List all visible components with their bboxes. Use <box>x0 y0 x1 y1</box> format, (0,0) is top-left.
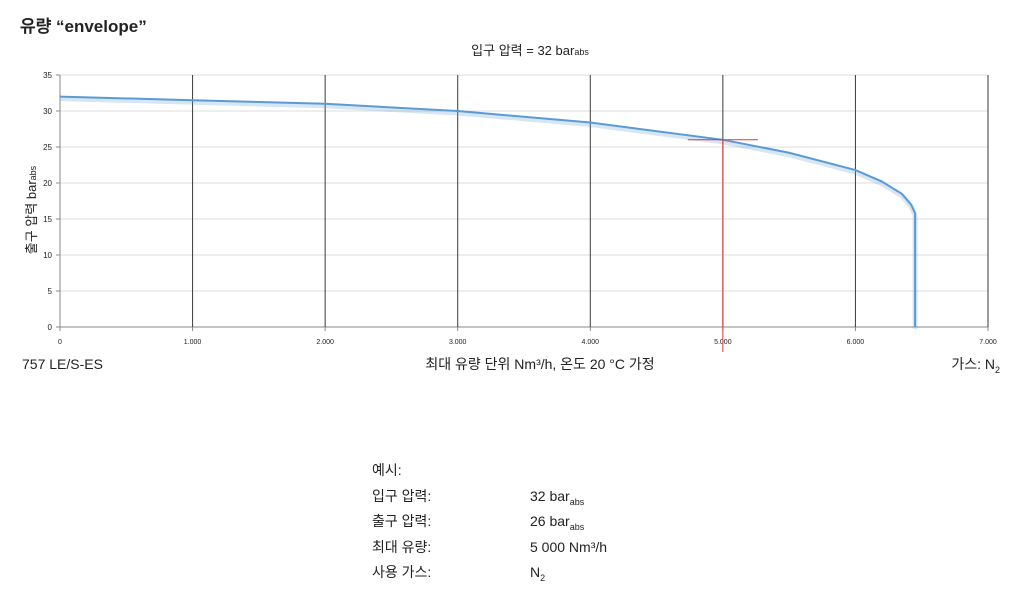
y-title-sub: abs <box>28 165 38 180</box>
example-row: 사용 가스: N2 <box>372 560 652 586</box>
value-sub: abs <box>569 521 585 532</box>
x-tick-label: 2.000 <box>316 339 334 346</box>
x-tick-label: 7.000 <box>979 339 997 346</box>
chart-subtitle: 입구 압력 = 32 barabs <box>471 43 589 58</box>
example-label: 입구 압력: <box>372 487 432 504</box>
example-row: 출구 압력: 26 barabs <box>372 509 652 535</box>
y-tick-label: 25 <box>43 143 52 152</box>
gas-label: 가스: N2 <box>951 356 1000 375</box>
value-sub: 2 <box>540 572 546 583</box>
example-label: 출구 압력: <box>372 513 432 529</box>
heading: 유량 “envelope” <box>20 17 147 36</box>
y-tick-label: 35 <box>43 71 52 80</box>
value-text: 26 bar <box>530 513 570 529</box>
y-tick-label: 10 <box>43 251 52 260</box>
y-title-text: 출구 압력 bar <box>24 180 39 255</box>
example-label: 사용 가스: <box>372 564 432 580</box>
example-value: N2 <box>530 560 545 591</box>
example: 예시: 입구 압력: 32 barabs 출구 압력: 26 barabs 최대 유량: 5… <box>372 458 652 586</box>
example-value: 26 barabs <box>530 509 584 540</box>
series-shadow <box>59 96 918 329</box>
example-value: 5 000 Nm³/h <box>530 535 607 561</box>
x-tick-label: 6.000 <box>847 339 865 346</box>
subtitle-sub: abs <box>574 47 589 57</box>
y-tick-label: 20 <box>43 179 52 188</box>
y-tick-label: 5 <box>48 287 53 296</box>
x-tick-label: 0 <box>58 339 62 346</box>
gas-text: 가스: N <box>951 356 995 372</box>
x-tick-label: 4.000 <box>582 339 600 346</box>
gas-sub: 2 <box>995 365 1000 375</box>
chart: 입구 압력 = 32 barabs 출구 압력 barabs 757 LE/S-… <box>22 43 1000 375</box>
value-text: 32 bar <box>530 487 570 504</box>
model-label: 757 LE/S-ES <box>22 356 103 372</box>
y-axis-title: 출구 압력 barabs <box>24 165 39 254</box>
value-text: N <box>530 564 541 580</box>
x-axis-title: 최대 유량 단위 Nm³/h, 온도 20 °C 가정 <box>425 356 654 372</box>
series-line <box>59 95 917 327</box>
value-sub: abs <box>569 496 585 507</box>
x-tick-label: 3.000 <box>449 339 467 346</box>
example-title: 예시: <box>372 462 402 478</box>
example-label: 최대 유량: <box>372 538 432 555</box>
value-text: 5 000 Nm³/h <box>530 538 608 555</box>
example-row: 최대 유량: 5 000 Nm³/h <box>372 535 652 561</box>
example-value: 32 barabs <box>530 484 584 515</box>
x-tick-label: 1.000 <box>184 339 202 346</box>
y-tick-label: 15 <box>43 215 52 224</box>
y-tick-label: 30 <box>43 107 52 116</box>
y-tick-label: 0 <box>48 323 53 332</box>
example-row: 입구 압력: 32 barabs <box>372 484 652 510</box>
subtitle-text: 입구 압력 = 32 bar <box>471 43 575 58</box>
